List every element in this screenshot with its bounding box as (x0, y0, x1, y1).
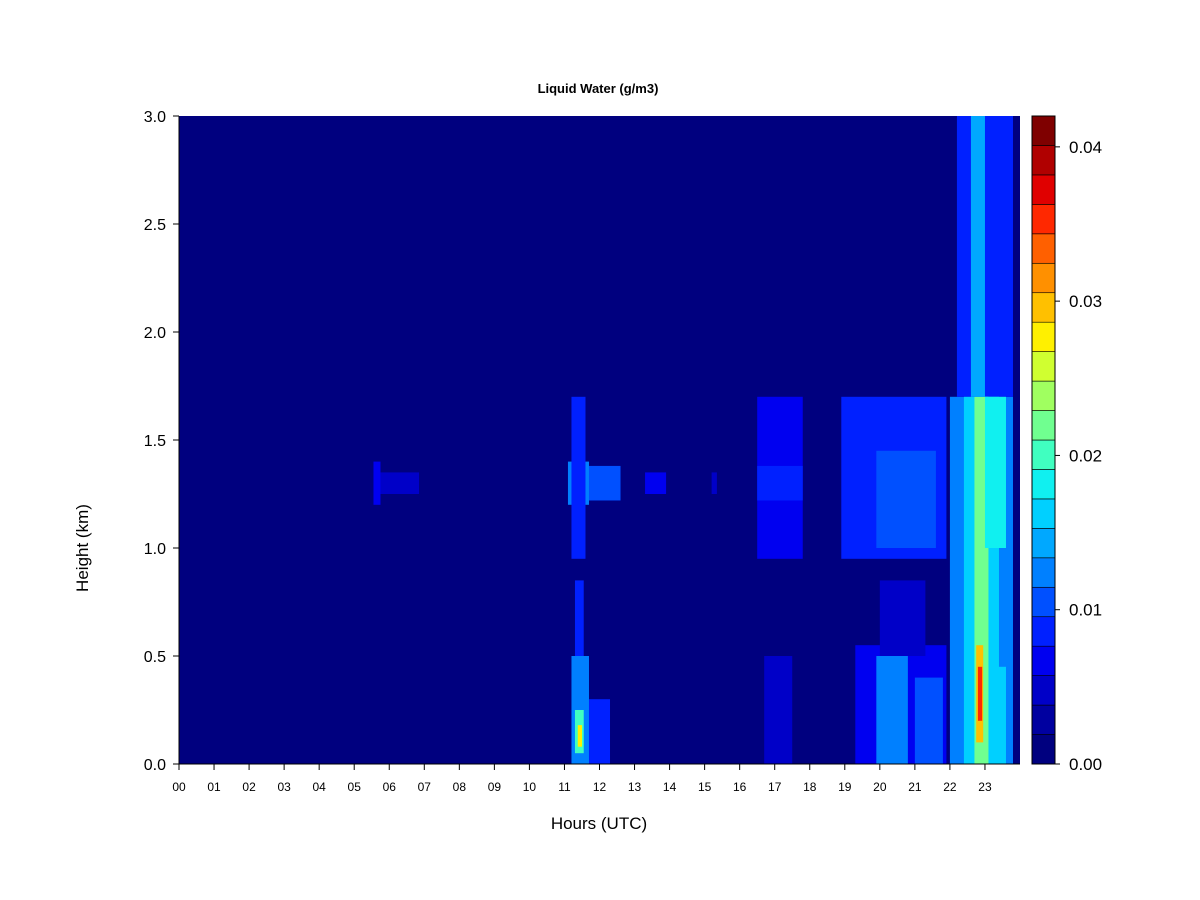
x-tick-label: 16 (733, 780, 747, 794)
y-tick-label: 0.5 (144, 649, 166, 666)
colorbar-swatch (1031, 380, 1056, 411)
colorbar-tick-label: 0.02 (1069, 446, 1102, 465)
colorbar-swatch (1031, 616, 1056, 647)
colorbar-swatch (1031, 498, 1056, 529)
colorbar-swatch (1031, 557, 1056, 588)
x-tick-label: 10 (523, 780, 537, 794)
x-tick-label: 09 (488, 780, 502, 794)
y-tick-label: 2.0 (144, 325, 166, 342)
y-axis: 0.0 0.5 1.0 1.5 2.0 2.5 3.0 (144, 109, 180, 774)
x-axis: 00 01 02 03 04 05 06 07 08 09 10 11 12 13 14 15 16 17 18 19… (172, 763, 1020, 794)
y-tick-label: 2.5 (144, 217, 166, 234)
colorbar-swatch (1031, 174, 1056, 205)
colorbar-tick-label: 0.03 (1069, 292, 1102, 311)
colorbar-swatch (1031, 645, 1056, 676)
chart-title: Liquid Water (g/m3) (538, 81, 659, 96)
heatmap-cell (991, 666, 1006, 764)
colorbar-swatch (1031, 115, 1056, 146)
colorbar-swatch (1031, 321, 1056, 352)
heatmap-cell (757, 465, 803, 501)
heatmap-cell (373, 461, 381, 505)
heatmap-plot-area (179, 116, 1020, 764)
x-tick-label: 14 (663, 780, 677, 794)
x-tick-label: 04 (312, 780, 326, 794)
x-tick-label: 22 (943, 780, 957, 794)
heatmap-cell (645, 472, 667, 494)
x-tick-label: 23 (978, 780, 992, 794)
colorbar-swatch (1031, 704, 1056, 735)
x-tick-label: 00 (172, 780, 186, 794)
x-tick-label: 03 (277, 780, 291, 794)
colorbar-swatch (1031, 204, 1056, 235)
x-tick-label: 07 (418, 780, 432, 794)
colorbar-swatch (1031, 586, 1056, 618)
heatmap-cell (970, 116, 985, 397)
colorbar-swatch (1031, 145, 1056, 176)
y-axis-label: Height (km) (73, 504, 92, 592)
colorbar-swatch (1031, 439, 1056, 470)
x-tick-label: 15 (698, 780, 712, 794)
x-tick-label: 02 (242, 780, 256, 794)
x-tick-label: 01 (207, 780, 221, 794)
heatmap-cell (876, 450, 936, 548)
colorbar-swatch (1031, 469, 1056, 500)
colorbar-swatch (1031, 734, 1056, 765)
heatmap-cell (764, 656, 793, 764)
colorbar: 0.00 0.01 0.02 0.03 0.04 (1031, 115, 1102, 774)
y-tick-label: 1.5 (144, 433, 166, 450)
colorbar-frame (1031, 115, 1056, 765)
x-tick-label: 18 (803, 780, 817, 794)
colorbar-swatch (1031, 528, 1056, 559)
x-tick-label: 12 (593, 780, 607, 794)
x-tick-label: 19 (838, 780, 852, 794)
colorbar-swatch (1031, 292, 1056, 323)
y-tick-label: 1.0 (144, 541, 166, 558)
heatmap-cell (879, 580, 926, 656)
heatmap-cell (380, 472, 420, 494)
colorbar-tick-label: 0.04 (1069, 138, 1102, 157)
heatmap-cell (577, 725, 582, 747)
colorbar-tick-label: 0.00 (1069, 755, 1102, 774)
x-axis-label: Hours (UTC) (551, 814, 647, 833)
colorbar-swatch (1031, 675, 1056, 706)
heatmap-cell (588, 699, 611, 764)
colorbar-swatch (1031, 233, 1056, 264)
colorbar-swatch (1031, 351, 1056, 382)
heatmap-cell (711, 472, 717, 494)
x-tick-label: 17 (768, 780, 782, 794)
heatmap-cell (914, 677, 943, 764)
y-tick-label: 3.0 (144, 109, 166, 126)
x-tick-label: 05 (348, 780, 362, 794)
heatmap-cell (977, 666, 983, 721)
heatmap-cell (571, 396, 586, 559)
x-tick-label: 20 (873, 780, 887, 794)
x-tick-label: 13 (628, 780, 642, 794)
colorbar-swatch (1031, 262, 1056, 294)
x-tick-label: 21 (908, 780, 922, 794)
colorbar-tick-label: 0.01 (1069, 601, 1102, 620)
heatmap-cell (876, 656, 908, 764)
heatmap-cell (984, 396, 1006, 548)
x-tick-label: 11 (558, 780, 571, 794)
x-tick-label: 08 (453, 780, 467, 794)
colorbar-swatch (1031, 410, 1056, 441)
y-tick-label: 0.0 (144, 757, 166, 774)
x-tick-label: 06 (383, 780, 397, 794)
heatmap-cell (588, 465, 621, 501)
